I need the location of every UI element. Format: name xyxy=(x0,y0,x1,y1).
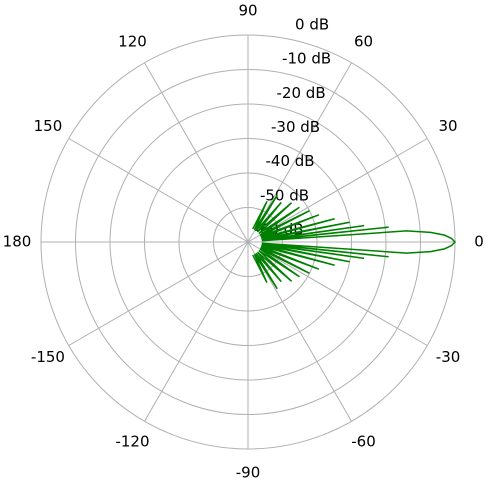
grid-ring xyxy=(75,69,421,415)
grid-ring xyxy=(109,103,387,381)
theta-tick-label: 90 xyxy=(238,2,257,20)
theta-tick-label: -30 xyxy=(436,348,461,366)
theta-tick-label: 30 xyxy=(439,117,458,135)
theta-tick-label: 120 xyxy=(118,32,147,50)
r-tick-label: -20 dB xyxy=(277,84,326,102)
theta-tick-label: -150 xyxy=(31,348,65,366)
r-tick-label: -50 dB xyxy=(260,186,309,204)
theta-tick-label: 60 xyxy=(354,32,373,50)
grid-ring xyxy=(178,172,318,312)
theta-tick-label: -120 xyxy=(115,433,149,451)
theta-tick-label: 180 xyxy=(3,233,32,251)
r-tick-label: -10 dB xyxy=(282,50,331,68)
r-tick-label: -40 dB xyxy=(265,152,314,170)
grid-ring xyxy=(144,138,352,346)
pattern-line xyxy=(252,194,457,290)
r-tick-label: -30 dB xyxy=(271,118,320,136)
theta-tick-label: 150 xyxy=(34,117,63,135)
grid-ring xyxy=(213,207,283,277)
theta-tick-label: 0 xyxy=(474,233,484,251)
theta-tick-label: -90 xyxy=(236,464,261,482)
theta-tick-label: -60 xyxy=(351,433,376,451)
r-tick-label: 0 dB xyxy=(295,16,329,34)
